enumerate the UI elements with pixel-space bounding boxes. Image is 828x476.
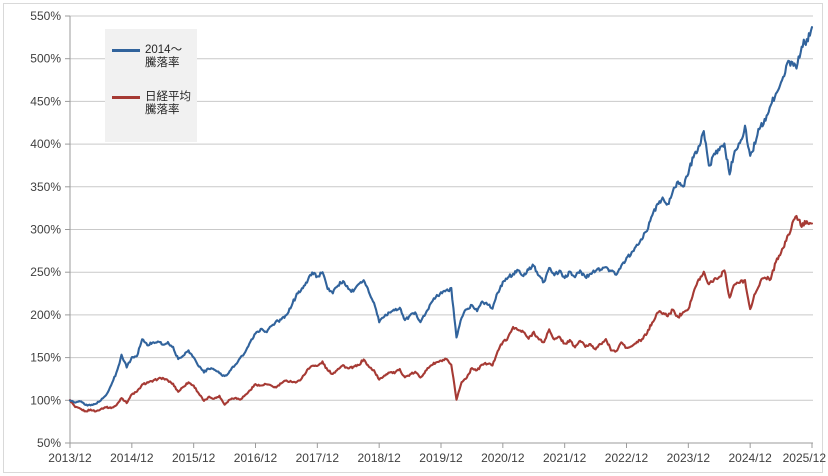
legend: 2014〜 騰落率 日経平均 騰落率: [105, 29, 197, 142]
svg-text:350%: 350%: [30, 180, 61, 194]
legend-item-portfolio: 2014〜 騰落率: [112, 44, 193, 70]
svg-text:2016/12: 2016/12: [234, 451, 278, 465]
series-line-portfolio: [68, 26, 814, 407]
svg-text:2018/12: 2018/12: [357, 451, 401, 465]
svg-text:50%: 50%: [37, 436, 61, 450]
series-line-nikkei: [68, 214, 814, 413]
svg-text:2021/12: 2021/12: [543, 451, 587, 465]
legend-label-nikkei: 日経平均 騰落率: [145, 91, 191, 117]
legend-label-line: 騰落率: [145, 57, 180, 69]
svg-text:2014/12: 2014/12: [110, 451, 154, 465]
svg-text:2020/12: 2020/12: [481, 451, 525, 465]
x-axis-tick-labels: 2013/12 2014/12 2015/12 2016/12 2017/12 2018/…: [48, 451, 826, 465]
svg-text:450%: 450%: [30, 94, 61, 108]
legend-label-line: 日経平均: [145, 91, 191, 103]
legend-label-line: 騰落率: [145, 104, 180, 116]
series-lines: [68, 26, 814, 413]
svg-text:300%: 300%: [30, 223, 61, 237]
svg-text:2025/12: 2025/12: [783, 451, 827, 465]
svg-text:2015/12: 2015/12: [172, 451, 216, 465]
svg-text:100%: 100%: [30, 393, 61, 407]
svg-text:200%: 200%: [30, 308, 61, 322]
legend-item-nikkei: 日経平均 騰落率: [112, 91, 193, 117]
chart-outer-border: [3, 3, 823, 473]
axis-lines: [65, 15, 813, 448]
legend-line-swatch-blue: [112, 49, 140, 52]
svg-text:2013/12: 2013/12: [48, 451, 92, 465]
svg-text:250%: 250%: [30, 265, 61, 279]
svg-text:2023/12: 2023/12: [667, 451, 711, 465]
y-gridlines: [70, 15, 813, 401]
svg-text:400%: 400%: [30, 137, 61, 151]
svg-text:500%: 500%: [30, 52, 61, 66]
y-axis-tick-labels: 550% 500% 450% 400% 350% 300% 250% 200% 150% 100%…: [30, 9, 61, 450]
legend-label-portfolio: 2014〜 騰落率: [145, 44, 182, 70]
svg-text:2022/12: 2022/12: [605, 451, 649, 465]
svg-text:550%: 550%: [30, 9, 61, 23]
legend-label-line: 2014〜: [145, 44, 183, 56]
svg-text:150%: 150%: [30, 351, 61, 365]
svg-text:2019/12: 2019/12: [419, 451, 463, 465]
svg-text:2024/12: 2024/12: [728, 451, 772, 465]
svg-text:2017/12: 2017/12: [296, 451, 340, 465]
legend-line-swatch-red: [112, 96, 140, 99]
